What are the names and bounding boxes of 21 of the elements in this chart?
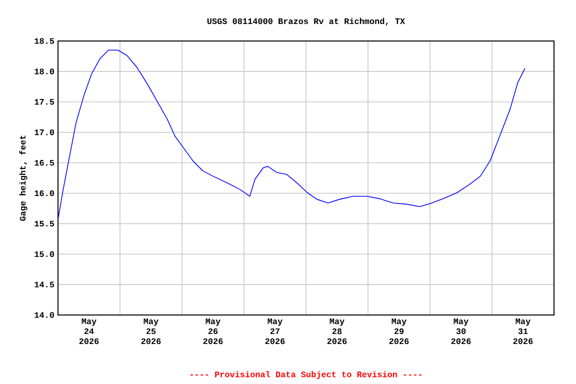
y-tick-label: 15.5 [34, 220, 54, 226]
y-tick-label: 16.0 [34, 190, 54, 196]
text: ---- Provisional Data Subject to Revision ---- [190, 371, 422, 379]
y-axis-title: Gage height, feet [19, 136, 28, 221]
x-tick-label: May 28 2026 [327, 318, 347, 344]
x-tick-label: May 29 2026 [389, 318, 409, 344]
x-tick-label: May 26 2026 [203, 318, 223, 344]
y-tick-label: 16.5 [34, 160, 54, 166]
x-tick-label: May 27 2026 [265, 318, 285, 344]
x-tick-label: May 25 2026 [141, 318, 161, 344]
y-tick-label: 17.5 [34, 99, 54, 105]
chart-title: USGS 08114000 Brazos Rv at Richmond, TX [207, 18, 406, 26]
y-tick-label: 18.0 [34, 68, 54, 74]
y-tick-label: 17.0 [34, 129, 54, 136]
x-tick-label: May 31 2026 [513, 318, 533, 344]
y-tick-label: 14.5 [34, 282, 54, 288]
y-tick-label: 14.0 [34, 312, 54, 318]
x-tick-label: May 30 2026 [451, 318, 471, 344]
y-tick-label: 15.0 [34, 251, 54, 257]
x-tick-label: May 24 2026 [79, 318, 99, 344]
y-tick-label: 18.5 [34, 38, 54, 44]
